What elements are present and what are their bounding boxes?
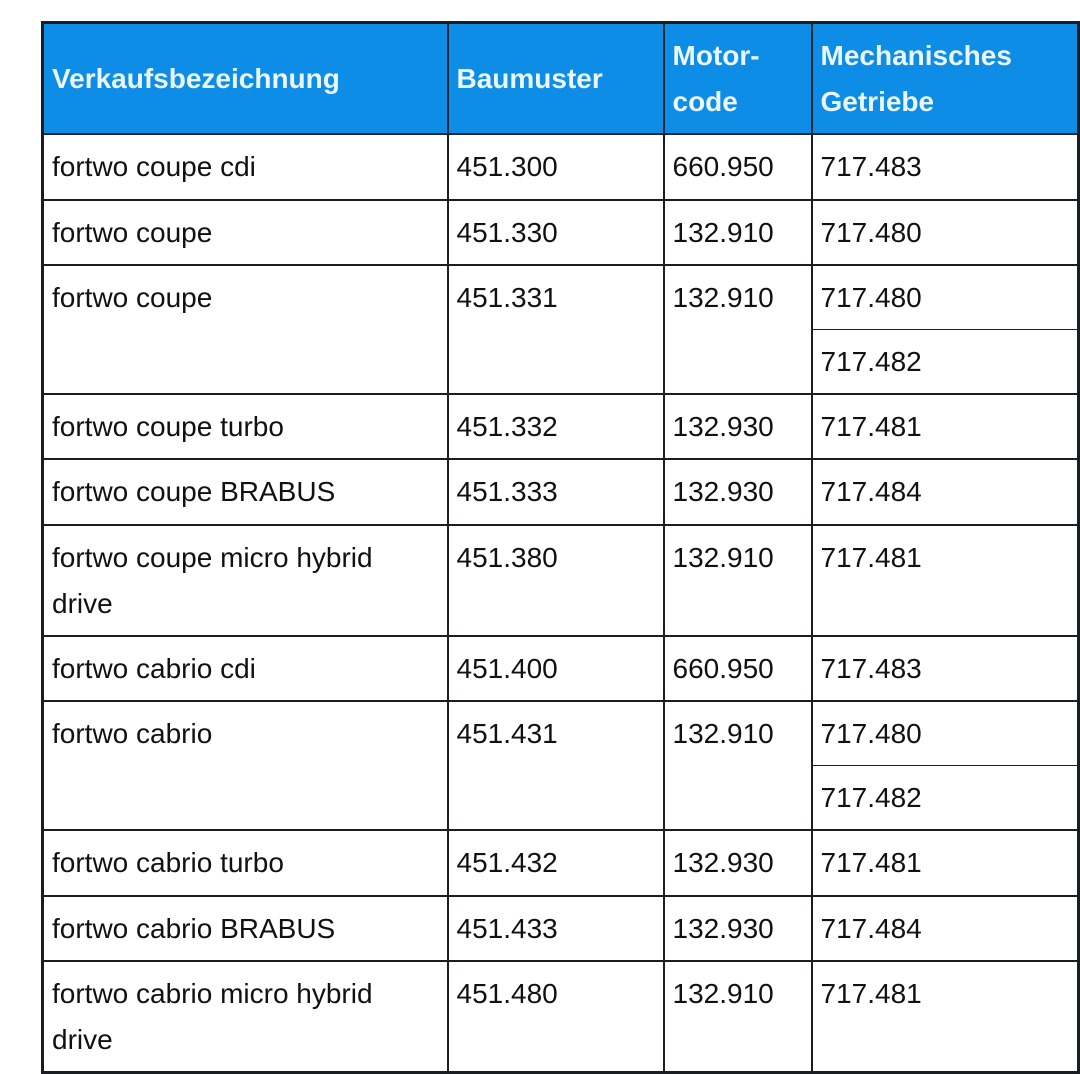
cell-name: fortwo coupe bbox=[41, 263, 449, 396]
cell-getriebe: 717.483 bbox=[810, 133, 1080, 201]
cell-motorcode: 132.910 bbox=[662, 263, 813, 396]
table-subrow: 717.482 bbox=[43, 328, 1080, 396]
table-row: fortwo coupe micro hybrid drive 451.380 … bbox=[41, 523, 1080, 637]
cell-name: fortwo coupe bbox=[41, 198, 449, 266]
cell-motorcode: 132.910 bbox=[662, 198, 813, 266]
cell-getriebe: 717.481 bbox=[810, 959, 1080, 1074]
table-subrow: 717.482 bbox=[43, 765, 1080, 832]
table-row: fortwo coupe 451.330 132.910 717.480 bbox=[41, 198, 1080, 266]
table-row: fortwo coupe 451.331 132.910 717.480 bbox=[41, 263, 1080, 396]
header-motorcode: Motor- code bbox=[662, 21, 813, 136]
cell-getriebe: 717.484 bbox=[810, 894, 1080, 962]
cell-getriebe: 717.484 bbox=[810, 458, 1080, 526]
cell-baumuster: 451.300 bbox=[446, 133, 665, 201]
table-row: fortwo coupe turbo 451.332 132.930 717.4… bbox=[41, 393, 1080, 461]
cell-baumuster: 451.330 bbox=[446, 198, 665, 266]
table-row: fortwo cabrio 451.431 132.910 717.480 bbox=[41, 700, 1080, 832]
document-page: Verkaufsbezeichnung Baumuster Motor- cod… bbox=[41, 21, 1080, 1074]
cell-getriebe: 717.481 bbox=[810, 829, 1080, 897]
cell-name: fortwo coupe cdi bbox=[41, 133, 449, 201]
header-baumuster: Baumuster bbox=[446, 21, 665, 136]
cell-name: fortwo cabrio BRABUS bbox=[41, 894, 449, 962]
cell-motorcode: 132.930 bbox=[662, 829, 813, 897]
fortwo-spec-table: Verkaufsbezeichnung Baumuster Motor- cod… bbox=[41, 21, 1080, 1074]
cell-name: fortwo coupe BRABUS bbox=[41, 458, 449, 526]
cell-motorcode: 132.910 bbox=[662, 959, 813, 1074]
cell-name: fortwo coupe turbo bbox=[41, 393, 449, 461]
cell-motorcode: 132.910 bbox=[662, 700, 813, 832]
header-verkaufsbezeichnung: Verkaufsbezeichnung bbox=[41, 21, 449, 136]
cell-getriebe: 717.483 bbox=[810, 634, 1080, 703]
cell-getriebe: 717.480 bbox=[810, 700, 1080, 767]
cell-baumuster: 451.480 bbox=[446, 959, 665, 1074]
cell-baumuster: 451.431 bbox=[446, 700, 665, 832]
cell-getriebe: 717.480 bbox=[810, 198, 1080, 266]
header-getriebe: Mechanisches Getriebe bbox=[810, 21, 1080, 136]
cell-motorcode: 132.930 bbox=[662, 894, 813, 962]
cell-getriebe: 717.481 bbox=[810, 393, 1080, 461]
cell-getriebe: 717.480 bbox=[810, 263, 1080, 330]
cell-baumuster: 451.331 bbox=[446, 263, 665, 396]
cell-name: fortwo cabrio cdi bbox=[41, 634, 449, 703]
cell-baumuster: 451.380 bbox=[446, 523, 665, 637]
cell-getriebe: 717.482 bbox=[810, 328, 1080, 396]
cell-motorcode: 660.950 bbox=[662, 133, 813, 201]
cell-baumuster: 451.432 bbox=[446, 829, 665, 897]
cell-name: fortwo cabrio micro hybrid drive bbox=[41, 959, 449, 1074]
table-row: fortwo coupe cdi 451.300 660.950 717.483 bbox=[41, 133, 1080, 201]
table-row: fortwo cabrio micro hybrid drive 451.480… bbox=[41, 959, 1080, 1074]
cell-getriebe: 717.482 bbox=[810, 765, 1080, 832]
cell-baumuster: 451.333 bbox=[446, 458, 665, 526]
cell-baumuster: 451.433 bbox=[446, 894, 665, 962]
cell-name: fortwo coupe micro hybrid drive bbox=[41, 523, 449, 637]
cell-baumuster: 451.400 bbox=[446, 634, 665, 703]
table-row: fortwo coupe BRABUS 451.333 132.930 717.… bbox=[41, 458, 1080, 526]
cell-name: fortwo cabrio bbox=[41, 700, 449, 832]
cell-motorcode: 660.950 bbox=[662, 634, 813, 703]
cell-getriebe: 717.481 bbox=[810, 523, 1080, 637]
cell-motorcode: 132.930 bbox=[662, 458, 813, 526]
cell-motorcode: 132.930 bbox=[662, 393, 813, 461]
table-row: fortwo cabrio turbo 451.432 132.930 717.… bbox=[41, 829, 1080, 897]
cell-name: fortwo cabrio turbo bbox=[41, 829, 449, 897]
cell-baumuster: 451.332 bbox=[446, 393, 665, 461]
table-row: fortwo cabrio cdi 451.400 660.950 717.48… bbox=[41, 634, 1080, 703]
table-row: fortwo cabrio BRABUS 451.433 132.930 717… bbox=[41, 894, 1080, 962]
table-header-row: Verkaufsbezeichnung Baumuster Motor- cod… bbox=[41, 21, 1080, 136]
cell-motorcode: 132.910 bbox=[662, 523, 813, 637]
